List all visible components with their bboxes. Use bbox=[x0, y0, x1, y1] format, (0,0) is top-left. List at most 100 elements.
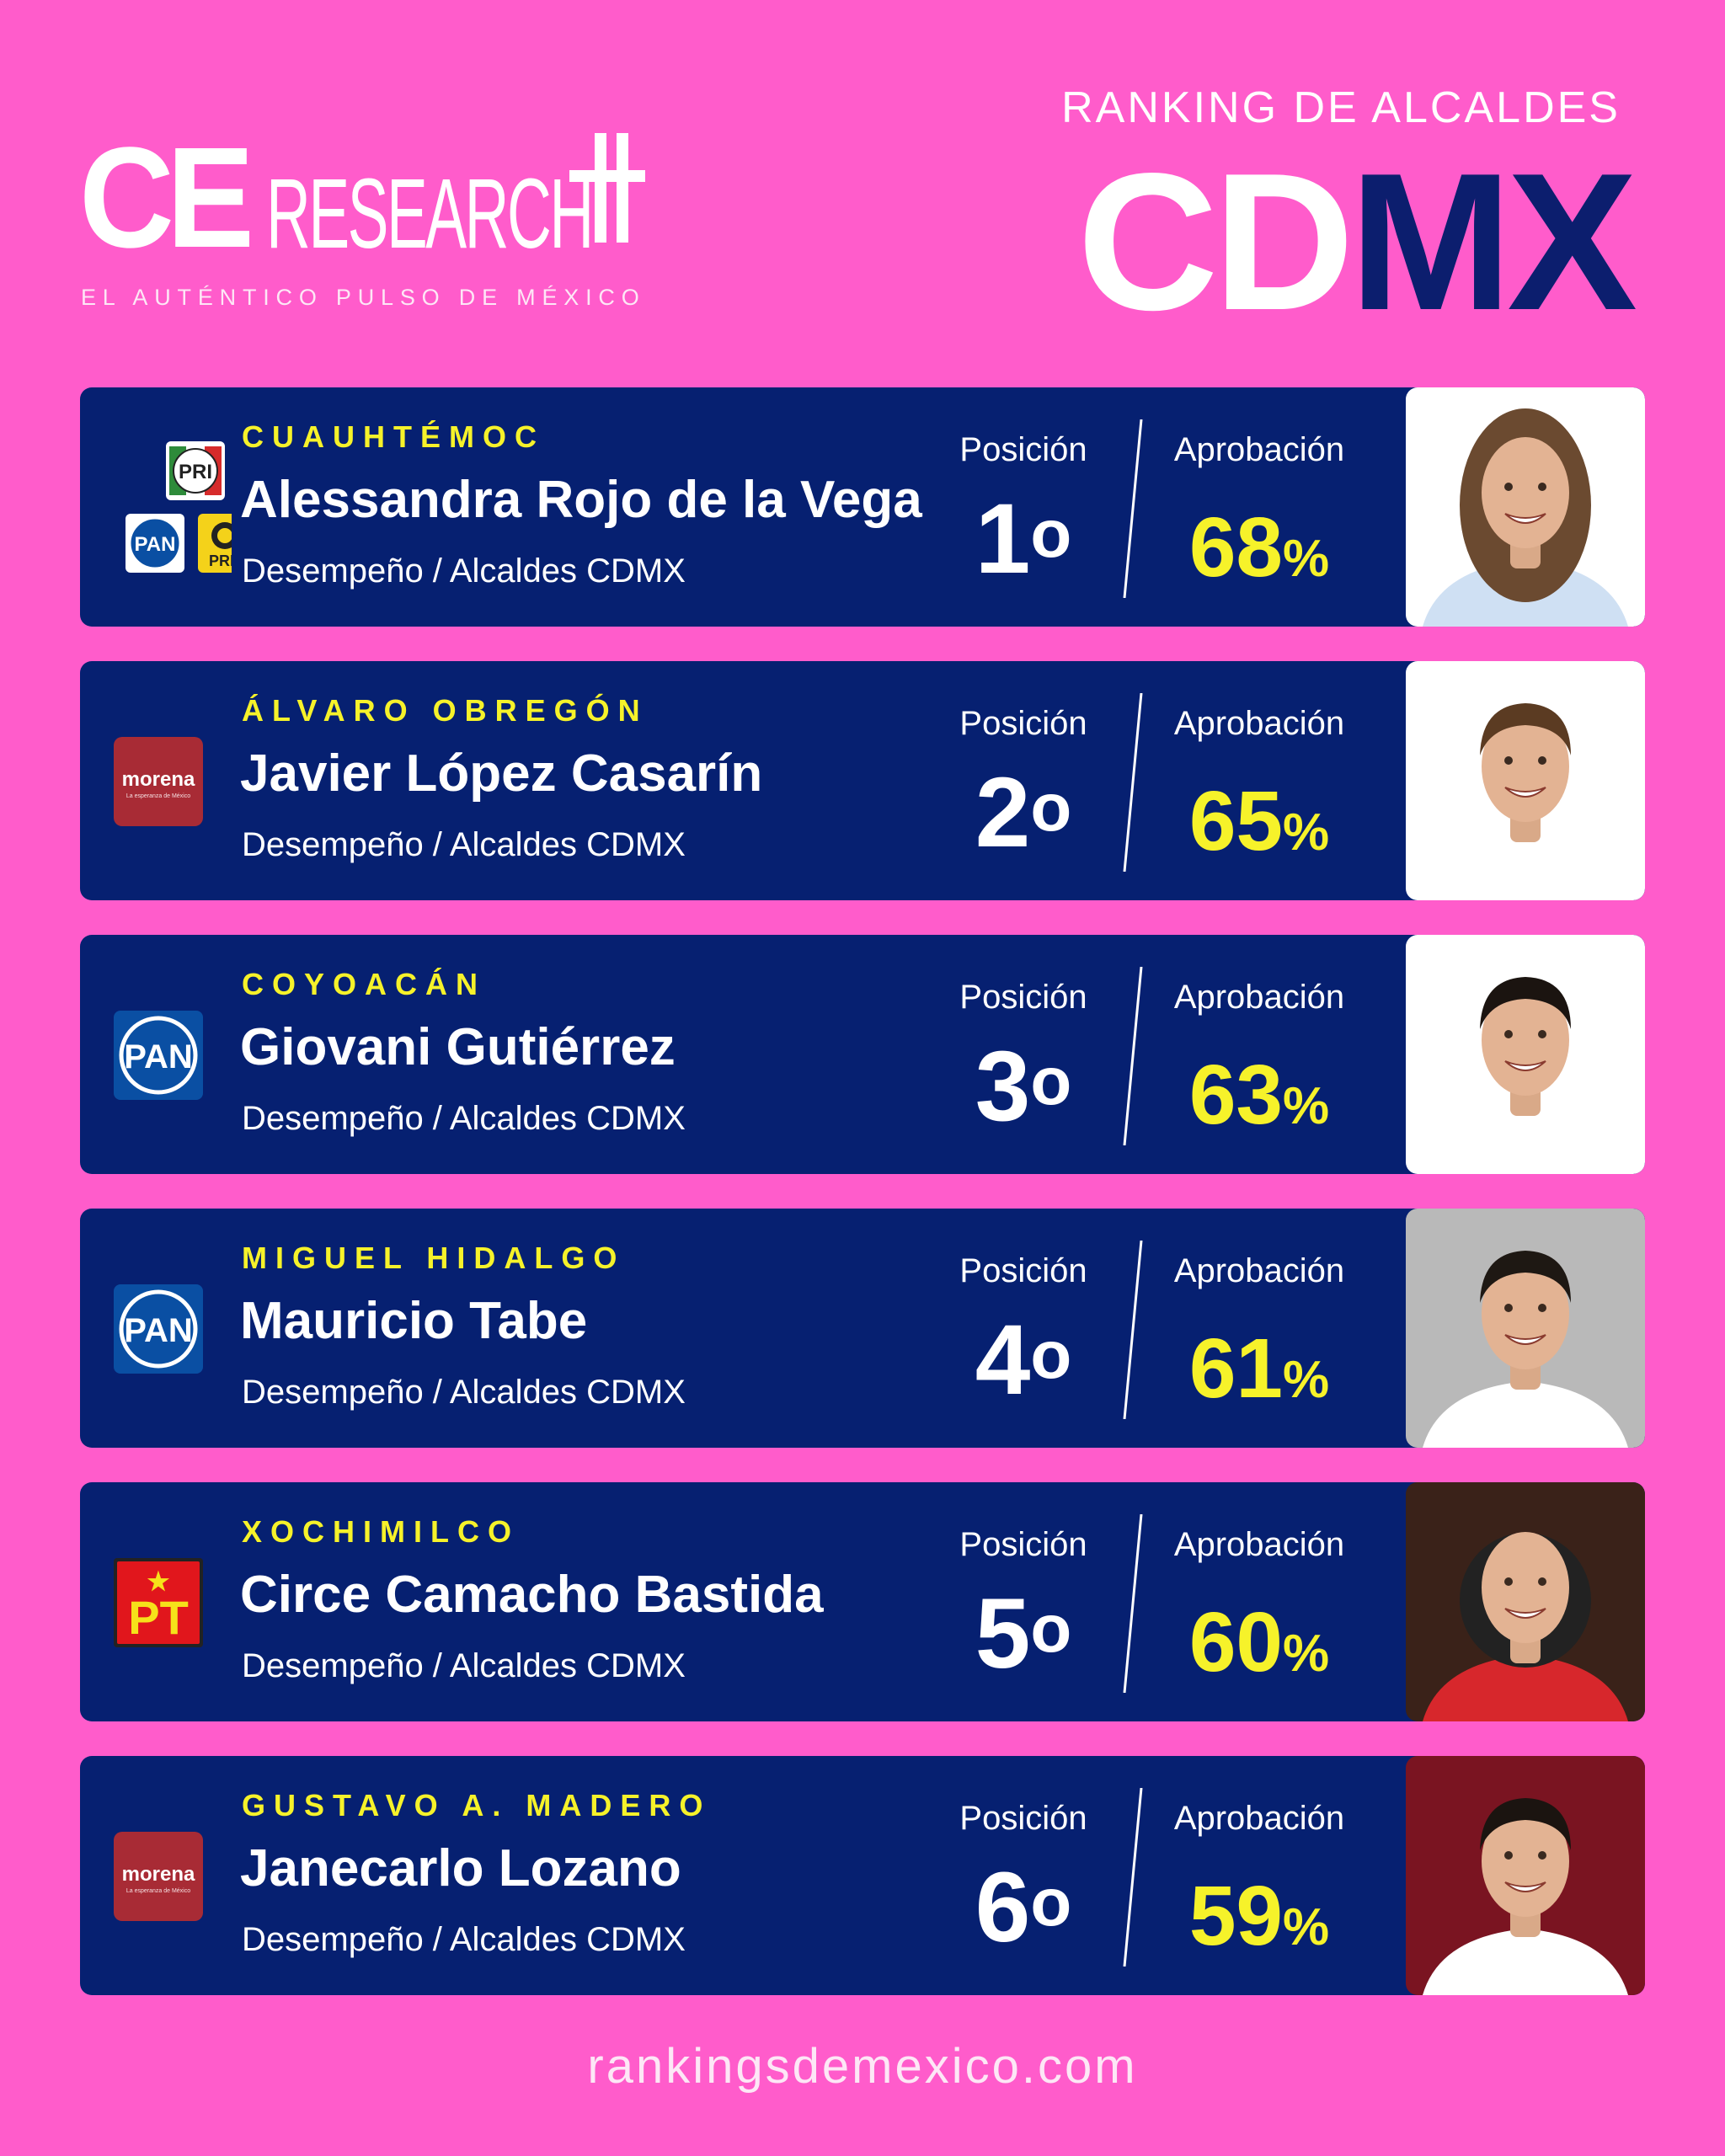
approval-label: Aprobación bbox=[1173, 979, 1345, 1016]
position-ordinal: o bbox=[1030, 1865, 1072, 1940]
position-value: 5o bbox=[922, 1579, 1124, 1689]
city-title-part1: CD bbox=[1076, 133, 1354, 351]
position-value: 6o bbox=[922, 1853, 1124, 1962]
party-logos: ★ PT bbox=[114, 1482, 232, 1721]
morena-logo-text: morena bbox=[122, 768, 195, 791]
brand-logo: CE RESEARCH EL AUTÉNTICO PULSO DE MÉXICO bbox=[79, 126, 645, 320]
photo-eye bbox=[1538, 1304, 1546, 1312]
ranking-card-2: morena La esperanza de México ÁLVARO OBRE… bbox=[80, 661, 1645, 900]
mayor-name: Mauricio Tabe bbox=[240, 1292, 588, 1350]
photo-shoulders bbox=[1423, 1655, 1628, 1721]
divider-line bbox=[1123, 1788, 1143, 1967]
approval-value: 68% bbox=[1150, 497, 1369, 610]
party-logo-icon: PRI PAN PRD bbox=[126, 441, 252, 573]
position-value: 4o bbox=[922, 1305, 1124, 1415]
divider-line bbox=[1123, 693, 1143, 872]
photo-face bbox=[1482, 711, 1569, 822]
photo-hair bbox=[1480, 703, 1571, 755]
photo-smile bbox=[1504, 1334, 1546, 1345]
portrait-man-icon bbox=[1406, 1209, 1645, 1448]
position-ordinal: o bbox=[1030, 1317, 1072, 1392]
photo-hair bbox=[1480, 1798, 1571, 1850]
photo-hair bbox=[1480, 1251, 1571, 1303]
approval-unit: % bbox=[1283, 1351, 1330, 1409]
photo-shoulders bbox=[1423, 834, 1628, 900]
approval-value: 63% bbox=[1150, 1044, 1369, 1157]
approval-label: Aprobación bbox=[1173, 1800, 1345, 1837]
position-ordinal: o bbox=[1030, 1043, 1072, 1118]
position-label: Posición bbox=[959, 979, 1087, 1016]
pan-logo-text: PAN bbox=[135, 533, 176, 556]
photo-eye bbox=[1504, 756, 1513, 765]
approval-value: 59% bbox=[1150, 1865, 1369, 1978]
photo-shoulders bbox=[1423, 1107, 1628, 1174]
approval-unit: % bbox=[1283, 803, 1330, 862]
card-subtitle: Desempeño / Alcaldes CDMX bbox=[242, 826, 686, 863]
position-ordinal: o bbox=[1030, 496, 1072, 571]
photo-eye bbox=[1538, 756, 1546, 765]
borough-name: XOCHIMILCO bbox=[242, 1514, 520, 1549]
photo-face bbox=[1482, 985, 1569, 1096]
portrait-man-icon bbox=[1406, 1756, 1645, 1995]
morena-logo-subtext: La esperanza de México bbox=[126, 793, 190, 799]
photo-eye bbox=[1504, 1030, 1513, 1038]
borough-name: COYOACÁN bbox=[242, 967, 487, 1001]
photo-smile bbox=[1504, 513, 1546, 524]
position-number: 4 bbox=[975, 1305, 1031, 1416]
photo-eye bbox=[1504, 1577, 1513, 1586]
borough-name: MIGUEL HIDALGO bbox=[242, 1241, 626, 1275]
morena-logo-icon bbox=[114, 1832, 203, 1921]
pri-logo-text: PRI bbox=[179, 461, 212, 483]
photo-eye bbox=[1504, 1304, 1513, 1312]
mayor-photo bbox=[1406, 387, 1645, 627]
position-number: 3 bbox=[975, 1031, 1031, 1142]
pan-logo-text: PAN bbox=[124, 1038, 192, 1075]
card-subtitle: Desempeño / Alcaldes CDMX bbox=[242, 1374, 686, 1411]
party-logo-icon: morena La esperanza de México bbox=[114, 1832, 203, 1921]
approval-number: 59 bbox=[1188, 1869, 1284, 1963]
party-logos: morena La esperanza de México bbox=[114, 661, 232, 900]
mayor-name: Alessandra Rojo de la Vega bbox=[240, 471, 922, 529]
position-ordinal: o bbox=[1030, 1591, 1072, 1666]
photo-eye bbox=[1538, 483, 1546, 491]
approval-unit: % bbox=[1283, 1898, 1330, 1956]
mayor-photo bbox=[1406, 661, 1645, 900]
photo-hair bbox=[1480, 977, 1571, 1029]
approval-unit: % bbox=[1283, 530, 1330, 588]
party-logo-icon: PAN bbox=[114, 1284, 203, 1374]
photo-eye bbox=[1538, 1851, 1546, 1860]
borough-name: ÁLVARO OBREGÓN bbox=[242, 693, 649, 728]
ranking-title: RANKING DE ALCALDES bbox=[1061, 83, 1621, 132]
position-value: 1o bbox=[922, 484, 1124, 594]
position-value: 3o bbox=[922, 1032, 1124, 1141]
photo-eye bbox=[1538, 1030, 1546, 1038]
pt-logo-icon bbox=[117, 1561, 200, 1644]
logo-wordmark: CE RESEARCH bbox=[79, 126, 601, 270]
mayor-name: Javier López Casarín bbox=[240, 744, 763, 803]
party-logos: PAN bbox=[114, 1209, 232, 1448]
photo-smile bbox=[1504, 787, 1546, 798]
photo-smile bbox=[1504, 1060, 1546, 1071]
position-label: Posición bbox=[959, 431, 1087, 468]
city-title-part2: MX bbox=[1349, 133, 1637, 351]
brand-tagline: EL AUTÉNTICO PULSO DE MÉXICO bbox=[81, 285, 646, 310]
footer-url[interactable]: rankingsdemexico.com bbox=[587, 2039, 1138, 2094]
morena-logo-subtext: La esperanza de México bbox=[126, 1888, 190, 1894]
photo-eye bbox=[1538, 1577, 1546, 1586]
position-ordinal: o bbox=[1030, 770, 1072, 845]
position-label: Posición bbox=[959, 1252, 1087, 1289]
approval-number: 61 bbox=[1188, 1321, 1284, 1416]
approval-number: 60 bbox=[1188, 1595, 1284, 1689]
photo-eye bbox=[1504, 1851, 1513, 1860]
approval-unit: % bbox=[1283, 1077, 1330, 1135]
position-label: Posición bbox=[959, 1800, 1087, 1837]
approval-value: 65% bbox=[1150, 771, 1369, 883]
approval-number: 68 bbox=[1188, 500, 1284, 595]
mayor-name: Circe Camacho Bastida bbox=[240, 1566, 824, 1624]
mayor-photo bbox=[1406, 1756, 1645, 1995]
card-subtitle: Desempeño / Alcaldes CDMX bbox=[242, 1100, 686, 1137]
mayor-name: Giovani Gutiérrez bbox=[240, 1018, 676, 1076]
card-subtitle: Desempeño / Alcaldes CDMX bbox=[242, 552, 686, 590]
card-subtitle: Desempeño / Alcaldes CDMX bbox=[242, 1647, 686, 1684]
party-logos: PRI PAN PRD bbox=[114, 387, 252, 627]
